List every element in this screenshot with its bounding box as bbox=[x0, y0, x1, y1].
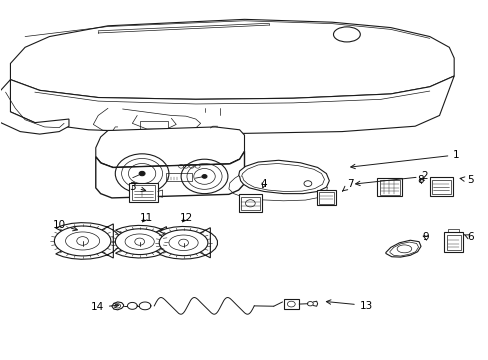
Bar bbox=[429, 177, 452, 196]
Polygon shape bbox=[56, 222, 120, 259]
Text: 13: 13 bbox=[325, 300, 372, 311]
Text: 12: 12 bbox=[179, 213, 192, 222]
Circle shape bbox=[139, 171, 145, 176]
Polygon shape bbox=[96, 127, 244, 167]
Text: 2: 2 bbox=[355, 171, 427, 186]
Polygon shape bbox=[54, 226, 111, 256]
Bar bbox=[238, 194, 262, 212]
Polygon shape bbox=[125, 234, 154, 249]
Text: 10: 10 bbox=[53, 220, 77, 231]
Polygon shape bbox=[115, 229, 163, 255]
Text: 4: 4 bbox=[260, 179, 267, 189]
Bar bbox=[132, 185, 155, 200]
Bar bbox=[379, 180, 399, 195]
Polygon shape bbox=[96, 151, 244, 198]
Polygon shape bbox=[159, 230, 207, 256]
Polygon shape bbox=[112, 302, 123, 310]
Circle shape bbox=[202, 175, 206, 178]
Bar bbox=[140, 121, 167, 129]
Polygon shape bbox=[10, 76, 453, 134]
Polygon shape bbox=[10, 19, 453, 99]
Polygon shape bbox=[159, 226, 217, 259]
Polygon shape bbox=[238, 160, 329, 194]
Bar bbox=[446, 234, 460, 250]
Polygon shape bbox=[0, 80, 69, 134]
Bar bbox=[316, 190, 335, 205]
Polygon shape bbox=[169, 235, 198, 251]
Text: 1: 1 bbox=[350, 150, 459, 169]
Bar bbox=[444, 231, 462, 252]
Bar bbox=[318, 192, 333, 204]
Text: 3: 3 bbox=[129, 182, 145, 192]
Bar bbox=[129, 183, 158, 202]
Text: 9: 9 bbox=[422, 232, 428, 242]
Bar bbox=[376, 178, 402, 197]
Text: 7: 7 bbox=[342, 179, 353, 191]
Bar bbox=[431, 180, 450, 194]
Text: 5: 5 bbox=[459, 175, 472, 185]
Bar bbox=[447, 229, 458, 231]
Polygon shape bbox=[65, 232, 100, 250]
Text: 14: 14 bbox=[90, 302, 119, 312]
Polygon shape bbox=[115, 225, 173, 258]
Polygon shape bbox=[385, 240, 420, 257]
Text: 11: 11 bbox=[139, 213, 152, 222]
Text: 8: 8 bbox=[417, 175, 424, 185]
Text: 6: 6 bbox=[463, 232, 472, 242]
Bar bbox=[283, 299, 299, 309]
Bar bbox=[241, 197, 259, 210]
Bar bbox=[166, 173, 191, 181]
